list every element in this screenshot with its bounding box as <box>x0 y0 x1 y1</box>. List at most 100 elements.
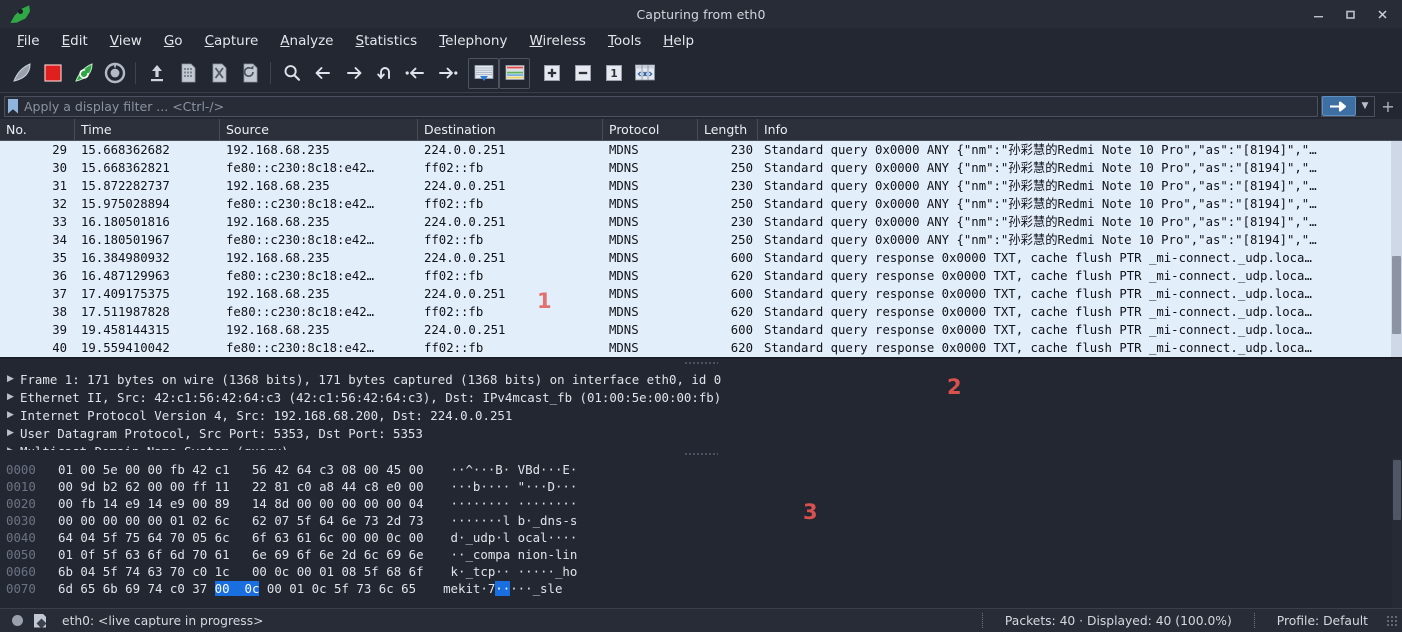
detail-tree-item[interactable]: ▶ Frame 1: 171 bytes on wire (1368 bits),… <box>0 370 1402 388</box>
search-input[interactable]: Apply a display filter ... <Ctrl-/> <box>4 95 1318 117</box>
close-file-icon[interactable] <box>203 58 234 89</box>
open-file-icon[interactable] <box>141 58 172 89</box>
packet-list-body[interactable]: 29 15.668362682 192.168.68.235 224.0.0.251 M… <box>0 141 1402 357</box>
table-row[interactable]: 34 16.180501967 fe80::c230:8c18:e42… ff02::… <box>0 231 1402 249</box>
menu-help[interactable]: Help <box>663 33 695 49</box>
filter-bookmark-icon[interactable] <box>8 98 18 114</box>
column-header-time[interactable]: Time <box>75 119 220 140</box>
hex-dump-scrollbar[interactable] <box>1392 458 1402 608</box>
zoom-in-icon[interactable] <box>536 58 567 89</box>
splitter-list-detail[interactable] <box>0 359 1402 367</box>
detail-tree-item[interactable]: ▶ User Datagram Protocol, Src Port: 5353,… <box>0 424 1402 442</box>
menu-go[interactable]: Go <box>163 33 183 49</box>
hex-dump-row[interactable]: 0070 6d 65 6b 69 74 c0 37 00 0c 00 01 0c … <box>0 580 1402 597</box>
expand-triangle-icon[interactable]: ▶ <box>7 428 14 438</box>
table-row[interactable]: 31 15.872282737 192.168.68.235 224.0.0.251 M… <box>0 177 1402 195</box>
go-last-packet-icon[interactable] <box>431 58 462 89</box>
splitter-detail-bytes[interactable] <box>0 450 1402 458</box>
restart-capture-icon[interactable] <box>68 58 99 89</box>
hex-dump-row[interactable]: 0050 01 0f 5f 63 6f 6d 70 61 6e 69 6f 6e … <box>0 546 1402 563</box>
reload-file-icon[interactable] <box>234 58 265 89</box>
minimize-icon[interactable] <box>1302 1 1334 27</box>
expand-triangle-icon[interactable]: ▶ <box>7 410 14 420</box>
detail-tree-item[interactable]: ▶ Internet Protocol Version 4, Src: 192.1… <box>0 406 1402 424</box>
add-filter-button-icon[interactable]: + <box>1381 96 1395 116</box>
menu-file[interactable]: File <box>17 33 40 49</box>
column-header-no[interactable]: No. <box>0 119 75 140</box>
apply-filter-arrow-icon[interactable] <box>1322 96 1356 116</box>
go-back-icon[interactable] <box>307 58 338 89</box>
cell-time: 15.668362821 <box>81 161 170 175</box>
chevron-down-icon[interactable]: ▼ <box>1361 101 1369 111</box>
cell-length: 230 <box>730 215 753 229</box>
hex-dump-row[interactable]: 0030 00 00 00 00 00 01 02 6c 62 07 5f 64 … <box>0 512 1402 529</box>
hex-offset: 0050 <box>6 547 36 562</box>
packet-list-scroll-thumb[interactable] <box>1392 256 1401 334</box>
menu-tools[interactable]: Tools <box>607 33 642 49</box>
hex-dump-scroll-thumb[interactable] <box>1393 460 1401 520</box>
menu-wireless[interactable]: Wireless <box>529 33 586 49</box>
table-row[interactable]: 30 15.668362821 fe80::c230:8c18:e42… ff02::… <box>0 159 1402 177</box>
table-row[interactable]: 33 16.180501816 192.168.68.235 224.0.0.251 M… <box>0 213 1402 231</box>
column-header-info[interactable]: Info <box>764 122 788 137</box>
table-row[interactable]: 40 19.559410042 fe80::c230:8c18:e42… ff02::… <box>0 339 1402 357</box>
menu-view[interactable]: View <box>109 33 142 49</box>
capture-status-circle-icon[interactable] <box>12 615 23 626</box>
resize-grip-icon[interactable] <box>1386 614 1398 627</box>
zoom-out-icon[interactable] <box>567 58 598 89</box>
table-row[interactable]: 38 17.511987828 fe80::c230:8c18:e42… ff02::… <box>0 303 1402 321</box>
detail-tree-item[interactable]: ▶ Ethernet II, Src: 42:c1:56:42:64:c3 (42… <box>0 388 1402 406</box>
window-title: Capturing from eth0 <box>636 6 766 22</box>
go-forward-icon[interactable] <box>338 58 369 89</box>
hex-dump-row[interactable]: 0060 6b 04 5f 74 63 70 c0 1c 00 0c 00 01 … <box>0 563 1402 580</box>
capture-options-icon[interactable] <box>99 58 130 89</box>
packet-detail-pane[interactable]: ▶ Frame 1: 171 bytes on wire (1368 bits),… <box>0 367 1402 450</box>
zoom-reset-icon[interactable]: 1 <box>598 58 629 89</box>
hex-dump-row[interactable]: 0010 00 9d b2 62 00 00 ff 11 22 81 c0 a8 … <box>0 478 1402 495</box>
go-first-packet-icon[interactable] <box>400 58 431 89</box>
menu-analyze[interactable]: Analyze <box>280 33 334 49</box>
menu-capture[interactable]: Capture <box>204 33 259 49</box>
packet-list-scrollbar[interactable] <box>1391 141 1402 357</box>
hex-selected-bytes[interactable]: 00 0c <box>214 581 260 596</box>
cell-info: Standard query 0x0000 ANY {"nm":"孙彩慧的Red… <box>764 215 1317 229</box>
cell-protocol: MDNS <box>609 287 639 301</box>
capture-file-icon[interactable] <box>34 613 46 628</box>
hex-dump-row[interactable]: 0020 00 fb 14 e9 14 e9 00 89 14 8d 00 00 … <box>0 495 1402 512</box>
close-icon[interactable] <box>1366 1 1398 27</box>
go-to-packet-icon[interactable] <box>369 58 400 89</box>
table-row[interactable]: 29 15.668362682 192.168.68.235 224.0.0.251 M… <box>0 141 1402 159</box>
menu-edit[interactable]: Edit <box>61 33 88 49</box>
auto-scroll-icon[interactable] <box>468 57 499 89</box>
hex-dump-row[interactable]: 0040 64 04 5f 75 64 70 05 6c 6f 63 61 6c … <box>0 529 1402 546</box>
expand-triangle-icon[interactable]: ▶ <box>7 392 14 402</box>
table-row[interactable]: 35 16.384980932 192.168.68.235 224.0.0.251 M… <box>0 249 1402 267</box>
table-row[interactable]: 39 19.458144315 192.168.68.235 224.0.0.251 M… <box>0 321 1402 339</box>
detail-tree-item[interactable]: ▶Multicast Domain Name System (query) <box>0 442 1402 451</box>
status-profile-text[interactable]: Profile: Default <box>1276 613 1368 628</box>
column-header-destination[interactable]: Destination <box>418 119 603 140</box>
expand-triangle-icon[interactable]: ▶ <box>7 374 14 384</box>
resize-columns-icon[interactable] <box>629 58 660 89</box>
stop-capture-icon[interactable] <box>37 58 68 89</box>
start-capture-icon[interactable] <box>6 58 37 89</box>
find-packet-icon[interactable] <box>276 58 307 89</box>
cell-no: 35 <box>52 251 67 265</box>
column-header-source[interactable]: Source <box>220 119 418 140</box>
status-bar: eth0: <live capture in progress> Packets… <box>0 608 1402 632</box>
menu-statistics[interactable]: Statistics <box>355 33 418 49</box>
table-row[interactable]: 32 15.975028894 fe80::c230:8c18:e42… ff02::… <box>0 195 1402 213</box>
table-row[interactable]: 37 17.409175375 192.168.68.235 224.0.0.251 M… <box>0 285 1402 303</box>
menu-telephony[interactable]: Telephony <box>439 33 508 49</box>
colorize-icon[interactable] <box>499 57 530 89</box>
column-header-protocol[interactable]: Protocol <box>603 119 698 140</box>
hex-dump-pane[interactable]: 0000 01 00 5e 00 00 fb 42 c1 56 42 64 c3 … <box>0 458 1402 608</box>
hex-selected-ascii[interactable]: ·· <box>495 581 511 596</box>
table-row[interactable]: 36 16.487129963 fe80::c230:8c18:e42… ff02::… <box>0 267 1402 285</box>
expand-triangle-icon[interactable]: ▶ <box>7 442 20 450</box>
column-header-length[interactable]: Length <box>698 119 758 140</box>
packet-list-pane[interactable]: No. Time Source Destination Protocol Len… <box>0 119 1402 359</box>
save-file-icon[interactable] <box>172 58 203 89</box>
maximize-icon[interactable] <box>1334 1 1366 27</box>
hex-dump-row[interactable]: 0000 01 00 5e 00 00 fb 42 c1 56 42 64 c3 … <box>0 461 1402 478</box>
